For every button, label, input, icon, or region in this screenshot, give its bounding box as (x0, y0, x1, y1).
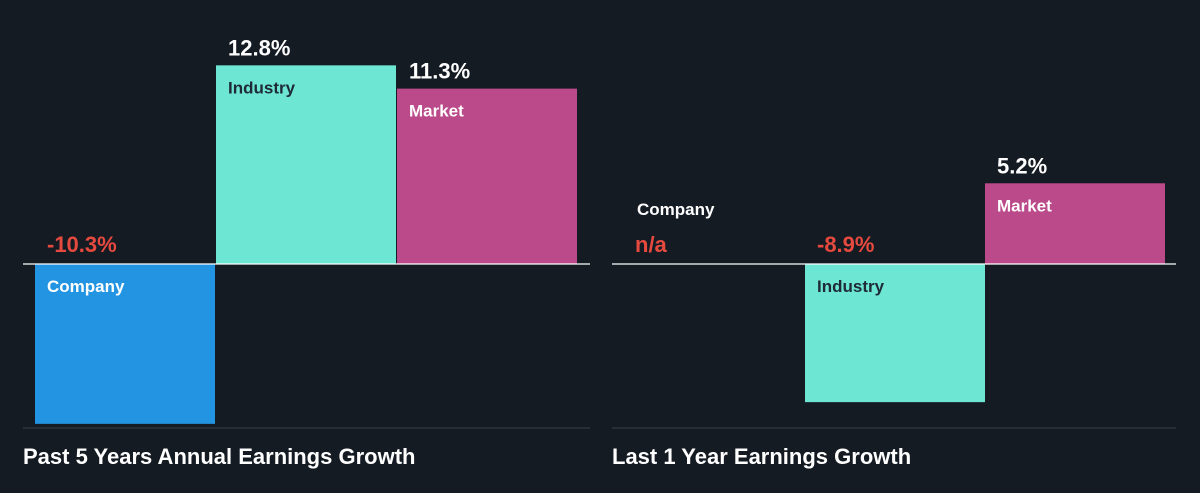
category-label-industry-last-1y: Industry (817, 277, 885, 296)
category-label-market-past-5y: Market (409, 102, 464, 121)
bar-industry-last-1y (805, 264, 985, 403)
bar-industry-past-5y (216, 65, 396, 265)
bar-company-past-5y (35, 264, 215, 424)
value-label-company-last-1y: n/a (635, 232, 668, 257)
value-label-market-past-5y: 11.3% (409, 59, 470, 84)
category-label-market-last-1y: Market (997, 196, 1052, 215)
value-label-industry-last-1y: -8.9% (817, 232, 874, 257)
chart-title-past-5-years: Past 5 Years Annual Earnings Growth (23, 444, 416, 469)
category-label-industry-past-5y: Industry (228, 78, 296, 97)
bar-market-past-5y (397, 88, 577, 265)
value-label-industry-past-5y: 12.8% (228, 35, 290, 60)
category-label-company-past-5y: Company (47, 277, 125, 296)
bar-market-last-1y (985, 183, 1165, 264)
category-label-company-last-1y: Company (637, 200, 715, 219)
value-label-market-last-1y: 5.2% (997, 153, 1047, 178)
value-label-company-past-5y: -10.3% (47, 232, 117, 257)
chart-title-last-1-year: Last 1 Year Earnings Growth (612, 444, 912, 469)
